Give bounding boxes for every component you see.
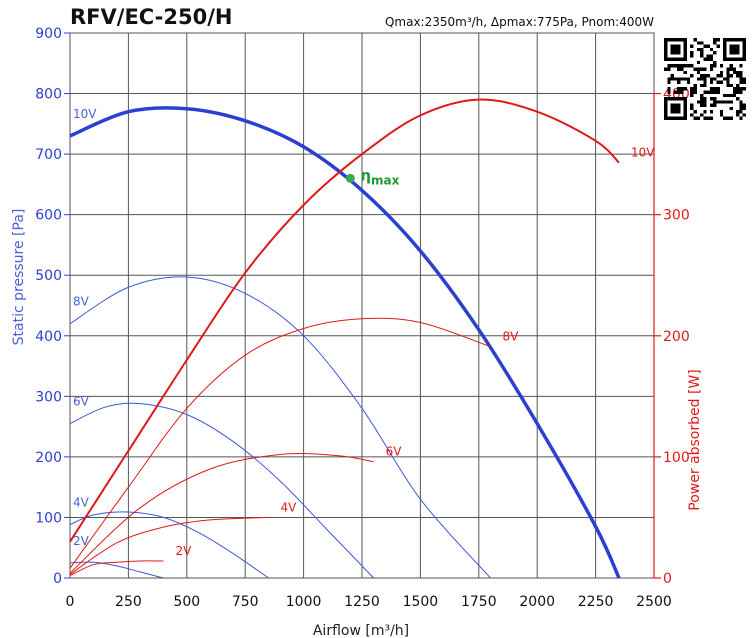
eta-max-point bbox=[345, 173, 355, 183]
x-tick-label: 1250 bbox=[344, 594, 380, 610]
x-axis-label: Airflow [m³/h] bbox=[313, 623, 409, 638]
ticks: 0 250 500 750 1000 1250 1500 1750 2000 2250 250001… bbox=[35, 26, 689, 610]
x-tick-label: 2500 bbox=[636, 594, 672, 610]
eta-max-subscript: max bbox=[371, 173, 400, 187]
y-tick-label: 900 bbox=[35, 26, 62, 42]
curves bbox=[69, 98, 621, 579]
pressure-curve-6v bbox=[69, 402, 375, 579]
y-tick-label: 800 bbox=[35, 87, 62, 103]
pressure-curve-10v bbox=[69, 106, 621, 579]
pressure-curve-8v bbox=[69, 276, 491, 579]
chart-subtitle: Qmax:2350m³/h, Δpmax:775Pa, Pnom:400W bbox=[385, 15, 654, 29]
x-tick-label: 0 bbox=[66, 594, 75, 610]
y-axis-right-label: Power absorbed [W] bbox=[687, 369, 703, 510]
y-tick-label: 300 bbox=[35, 389, 62, 405]
y-tick-label: 600 bbox=[35, 208, 62, 224]
y-right-tick-label: 200 bbox=[663, 329, 690, 345]
y-right-tick-label: 0 bbox=[663, 571, 672, 587]
x-tick-label: 250 bbox=[115, 594, 142, 610]
pressure-curve-2v bbox=[69, 561, 164, 579]
chart-title: RFV/EC-250/H bbox=[70, 5, 232, 29]
x-tick-label: 2000 bbox=[519, 594, 555, 610]
x-tick-label: 1750 bbox=[461, 594, 497, 610]
pressure-curve-label: 2V bbox=[73, 534, 90, 548]
pressure-curve-label: 4V bbox=[73, 496, 90, 510]
y-axis-label: Static pressure [Pa] bbox=[11, 209, 27, 346]
labels: 10V 8V 6V 4V 2V 10V 8V 6V 4V 2V ηmax bbox=[73, 107, 655, 558]
y-tick-label: 500 bbox=[35, 268, 62, 284]
power-curve-label: 6V bbox=[386, 445, 403, 459]
power-curve-label: 10V bbox=[631, 146, 655, 160]
power-curve-6v bbox=[69, 453, 374, 574]
pressure-curve-4v bbox=[69, 511, 269, 579]
power-curve-label: 4V bbox=[281, 500, 298, 514]
x-tick-label: 750 bbox=[232, 594, 259, 610]
power-curve-2v bbox=[69, 560, 164, 577]
power-curve-label: 2V bbox=[175, 544, 192, 558]
pressure-curve-label: 8V bbox=[73, 295, 90, 309]
y-right-tick-label: 300 bbox=[663, 208, 690, 224]
x-tick-label: 1500 bbox=[403, 594, 439, 610]
x-tick-label: 500 bbox=[173, 594, 200, 610]
pressure-curve-label: 6V bbox=[73, 395, 90, 409]
y-tick-label: 0 bbox=[53, 571, 62, 587]
pressure-curve-label: 10V bbox=[73, 107, 97, 121]
x-tick-label: 1000 bbox=[286, 594, 322, 610]
qr-code-icon bbox=[664, 38, 746, 120]
x-tick-label: 2250 bbox=[578, 594, 614, 610]
y-tick-label: 700 bbox=[35, 147, 62, 163]
power-curve-label: 8V bbox=[502, 330, 519, 344]
grid bbox=[69, 32, 655, 579]
power-curve-4v bbox=[69, 516, 269, 575]
y-right-tick-label: 100 bbox=[663, 450, 690, 466]
power-curve-8v bbox=[69, 317, 491, 569]
eta-max-label: ηmax bbox=[360, 166, 399, 187]
y-tick-label: 200 bbox=[35, 450, 62, 466]
y-tick-label: 400 bbox=[35, 329, 62, 345]
y-tick-label: 100 bbox=[35, 510, 62, 526]
power-curve-10v bbox=[69, 98, 620, 543]
